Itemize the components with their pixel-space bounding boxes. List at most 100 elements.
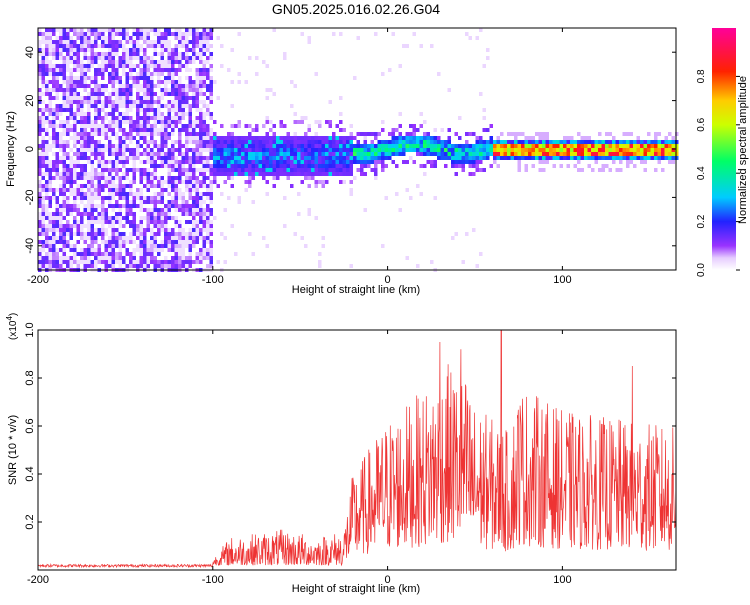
heatmap-cell <box>122 36 126 40</box>
heatmap-cell <box>136 156 140 160</box>
heatmap-cell <box>62 172 66 176</box>
heatmap-cell <box>118 144 122 148</box>
heatmap-cell <box>139 44 143 48</box>
heatmap-cell <box>671 140 675 144</box>
heatmap-cell <box>80 104 84 108</box>
heatmap-cell <box>55 64 59 68</box>
heatmap-cell <box>192 36 196 40</box>
heatmap-cell <box>66 124 70 128</box>
heatmap-cell <box>90 172 94 176</box>
heatmap-cell <box>41 48 45 52</box>
heatmap-cell <box>192 180 196 184</box>
heatmap-cell <box>482 116 486 120</box>
heatmap-cell <box>83 72 87 76</box>
heatmap-cell <box>318 164 322 168</box>
heatmap-cell <box>290 156 294 160</box>
heatmap-cell <box>55 72 59 76</box>
heatmap-cell <box>188 248 192 252</box>
heatmap-cell <box>136 100 140 104</box>
heatmap-cell <box>153 40 157 44</box>
heatmap-cell <box>171 232 175 236</box>
heatmap-cell <box>87 148 91 152</box>
heatmap-cell <box>199 44 203 48</box>
heatmap-cell <box>160 48 164 52</box>
heatmap-cell <box>87 188 91 192</box>
heatmap-cell <box>157 120 161 124</box>
heatmap-cell <box>346 144 350 148</box>
heatmap-cell <box>150 256 154 260</box>
heatmap-cell <box>153 256 157 260</box>
heatmap-cell <box>195 144 199 148</box>
heatmap-cell <box>297 168 301 172</box>
heatmap-cell <box>199 36 203 40</box>
heatmap-cell <box>160 120 164 124</box>
heatmap-cell <box>206 128 210 132</box>
heatmap-cell <box>66 60 70 64</box>
heatmap-cell <box>356 132 360 136</box>
heatmap-cell <box>153 32 157 36</box>
heatmap-cell <box>360 160 364 164</box>
heatmap-cell <box>48 112 52 116</box>
heatmap-cell <box>451 148 455 152</box>
heatmap-cell <box>125 64 129 68</box>
heatmap-cell <box>115 76 119 80</box>
heatmap-cell <box>185 156 189 160</box>
y-tick-label: 0 <box>24 146 36 152</box>
heatmap-cell <box>111 108 115 112</box>
heatmap-cell <box>426 132 430 136</box>
heatmap-cell <box>496 144 500 148</box>
heatmap-cell <box>559 148 563 152</box>
heatmap-cell <box>531 152 535 156</box>
heatmap-cell <box>619 156 623 160</box>
heatmap-cell <box>328 172 332 176</box>
heatmap-cell <box>136 248 140 252</box>
heatmap-cell <box>437 156 441 160</box>
heatmap-cell <box>69 112 73 116</box>
heatmap-cell <box>164 36 168 40</box>
heatmap-cell <box>356 148 360 152</box>
heatmap-cell <box>146 180 150 184</box>
heatmap-cell <box>111 76 115 80</box>
heatmap-cell <box>48 256 52 260</box>
heatmap-cell <box>167 216 171 220</box>
heatmap-cell <box>395 144 399 148</box>
heatmap-cell <box>125 156 129 160</box>
heatmap-cell <box>192 188 196 192</box>
heatmap-cell <box>118 232 122 236</box>
heatmap-cell <box>482 64 486 68</box>
heatmap-cell <box>388 68 392 72</box>
heatmap-cell <box>122 172 126 176</box>
heatmap-cell <box>206 240 210 244</box>
heatmap-cell <box>206 32 210 36</box>
heatmap-cell <box>62 196 66 200</box>
heatmap-cell <box>500 148 504 152</box>
heatmap-cell <box>143 80 147 84</box>
heatmap-cell <box>87 204 91 208</box>
heatmap-cell <box>423 152 427 156</box>
heatmap-cell <box>139 124 143 128</box>
heatmap-cell <box>514 136 518 140</box>
heatmap-cell <box>318 260 322 264</box>
heatmap-cell <box>188 260 192 264</box>
heatmap-cell <box>45 192 49 196</box>
heatmap-cell <box>73 220 77 224</box>
heatmap-cell <box>213 168 217 172</box>
heatmap-cell <box>52 256 56 260</box>
heatmap-cell <box>125 60 129 64</box>
heatmap-cell <box>160 228 164 232</box>
heatmap-cell <box>206 112 210 116</box>
heatmap-cell <box>146 88 150 92</box>
heatmap-cell <box>311 164 315 168</box>
heatmap-cell <box>171 184 175 188</box>
heatmap-cell <box>101 128 105 132</box>
heatmap-cell <box>80 112 84 116</box>
heatmap-cell <box>132 200 136 204</box>
heatmap-cell <box>69 36 73 40</box>
heatmap-cell <box>146 156 150 160</box>
heatmap-cell <box>139 244 143 248</box>
heatmap-cell <box>164 188 168 192</box>
heatmap-cell <box>55 116 59 120</box>
heatmap-cell <box>447 152 451 156</box>
heatmap-cell <box>104 232 108 236</box>
heatmap-cell <box>216 148 220 152</box>
